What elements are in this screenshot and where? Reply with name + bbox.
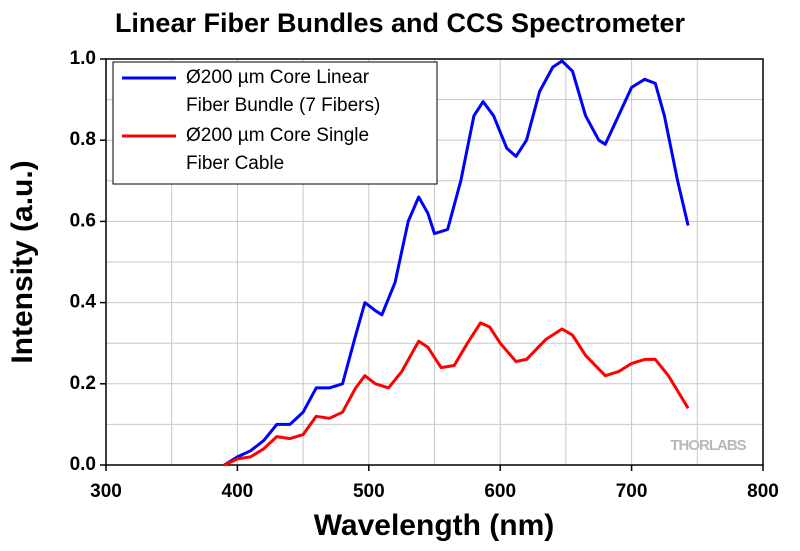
y-tick-label: 0.6 xyxy=(70,210,96,231)
y-axis-title: Intensity (a.u.) xyxy=(6,160,39,363)
x-tick-label: 300 xyxy=(90,481,122,502)
y-tick-label: 0.8 xyxy=(70,129,96,150)
x-tick-label: 700 xyxy=(616,481,648,502)
y-tick-label: 0.0 xyxy=(70,454,96,475)
legend-label: Fiber Cable xyxy=(186,153,284,174)
y-tick-label: 0.4 xyxy=(70,292,97,313)
legend-label: Ø200 µm Core Single xyxy=(186,125,369,146)
legend-box xyxy=(112,61,438,185)
y-tick-label: 1.0 xyxy=(70,48,96,69)
series-line xyxy=(223,59,690,467)
series-line xyxy=(223,321,690,467)
x-tick-label: 500 xyxy=(353,481,385,502)
watermark: THORLABS xyxy=(670,437,746,454)
chart-title: Linear Fiber Bundles and CCS Spectromete… xyxy=(115,8,686,38)
x-tick-label: 400 xyxy=(222,481,254,502)
x-tick-label: 600 xyxy=(484,481,516,502)
legend: Ø200 µm Core Linear Fiber Bundle (7 Fiber… xyxy=(112,61,438,185)
y-tick-label: 0.2 xyxy=(70,373,96,394)
legend-label: Fiber Bundle (7 Fibers) xyxy=(186,95,380,116)
plot-frame xyxy=(105,58,764,466)
legend-label: Ø200 µm Core Linear xyxy=(186,67,370,88)
x-tick-label: 800 xyxy=(747,481,779,502)
x-axis-title: Wavelength (nm) xyxy=(314,509,555,542)
